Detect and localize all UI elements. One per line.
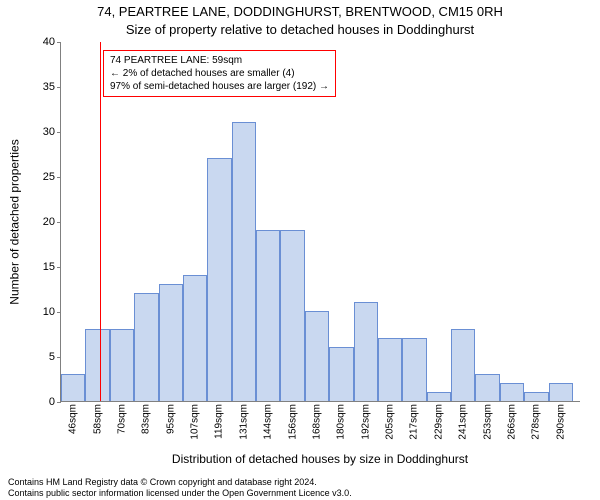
- histogram-bar: [524, 392, 548, 401]
- histogram-bar: [329, 347, 353, 401]
- histogram-bar: [280, 230, 304, 401]
- x-tick-label: 58sqm: [92, 404, 103, 434]
- y-tick-label: 40: [27, 36, 55, 48]
- y-tick-label: 5: [27, 351, 55, 363]
- annotation-box: 74 PEARTREE LANE: 59sqm← 2% of detached …: [103, 50, 336, 97]
- y-tick-label: 25: [27, 171, 55, 183]
- histogram-bar: [256, 230, 280, 401]
- histogram-bar: [402, 338, 426, 401]
- property-size-chart: 74, PEARTREE LANE, DODDINGHURST, BRENTWO…: [0, 0, 600, 500]
- y-axis-label: Number of detached properties: [8, 42, 22, 402]
- x-tick-label: 253sqm: [482, 404, 493, 440]
- y-tick-mark: [57, 132, 61, 133]
- x-tick-label: 241sqm: [458, 404, 469, 440]
- chart-title-subtitle: Size of property relative to detached ho…: [0, 22, 600, 37]
- histogram-bar: [134, 293, 158, 401]
- histogram-bar: [378, 338, 402, 401]
- y-tick-mark: [57, 177, 61, 178]
- x-tick-label: 107sqm: [190, 404, 201, 440]
- x-tick-label: 156sqm: [287, 404, 298, 440]
- x-tick-label: 192sqm: [360, 404, 371, 440]
- annotation-line-1: 74 PEARTREE LANE: 59sqm: [110, 54, 329, 67]
- histogram-bar: [183, 275, 207, 401]
- histogram-bar: [354, 302, 378, 401]
- x-tick-label: 119sqm: [214, 404, 225, 439]
- y-tick-mark: [57, 312, 61, 313]
- y-tick-mark: [57, 222, 61, 223]
- histogram-bar: [207, 158, 231, 401]
- reference-line: [100, 42, 101, 401]
- x-tick-label: 144sqm: [263, 404, 274, 440]
- x-tick-label: 83sqm: [141, 404, 152, 434]
- x-tick-label: 46sqm: [68, 404, 79, 434]
- y-tick-mark: [57, 402, 61, 403]
- y-tick-label: 15: [27, 261, 55, 273]
- x-tick-label: 278sqm: [531, 404, 542, 440]
- histogram-bar: [475, 374, 499, 401]
- x-tick-label: 168sqm: [311, 404, 322, 440]
- histogram-bar: [549, 383, 573, 401]
- histogram-bar: [159, 284, 183, 401]
- y-tick-mark: [57, 42, 61, 43]
- chart-title-address: 74, PEARTREE LANE, DODDINGHURST, BRENTWO…: [0, 4, 600, 19]
- x-tick-label: 205sqm: [385, 404, 396, 440]
- x-tick-label: 217sqm: [409, 404, 420, 440]
- annotation-line-2: ← 2% of detached houses are smaller (4): [110, 67, 329, 80]
- y-tick-mark: [57, 357, 61, 358]
- x-tick-label: 290sqm: [555, 404, 566, 440]
- chart-footer: Contains HM Land Registry data © Crown c…: [8, 477, 592, 498]
- histogram-bar: [110, 329, 134, 401]
- x-tick-label: 70sqm: [116, 404, 127, 434]
- x-axis-label: Distribution of detached houses by size …: [60, 452, 580, 466]
- x-tick-label: 95sqm: [165, 404, 176, 434]
- histogram-bar: [85, 329, 109, 401]
- histogram-bar: [232, 122, 256, 401]
- x-tick-label: 131sqm: [238, 404, 249, 440]
- annotation-line-3: 97% of semi-detached houses are larger (…: [110, 80, 329, 93]
- x-tick-label: 229sqm: [433, 404, 444, 440]
- footer-line-2: Contains public sector information licen…: [8, 488, 592, 498]
- histogram-bar: [500, 383, 524, 401]
- y-tick-label: 30: [27, 126, 55, 138]
- x-tick-label: 266sqm: [506, 404, 517, 440]
- histogram-bar: [61, 374, 85, 401]
- y-tick-mark: [57, 87, 61, 88]
- histogram-bar: [427, 392, 451, 401]
- footer-line-1: Contains HM Land Registry data © Crown c…: [8, 477, 592, 487]
- plot-area: 051015202530354046sqm58sqm70sqm83sqm95sq…: [60, 42, 580, 402]
- y-tick-label: 10: [27, 306, 55, 318]
- y-tick-mark: [57, 267, 61, 268]
- y-tick-label: 35: [27, 81, 55, 93]
- histogram-bar: [451, 329, 475, 401]
- y-tick-label: 20: [27, 216, 55, 228]
- y-tick-label: 0: [27, 396, 55, 408]
- x-tick-label: 180sqm: [336, 404, 347, 440]
- histogram-bar: [305, 311, 329, 401]
